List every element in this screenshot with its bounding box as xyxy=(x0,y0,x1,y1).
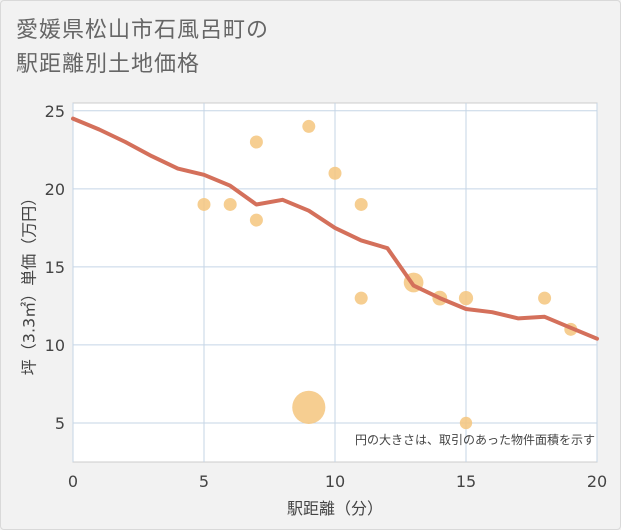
title-line-1: 愛媛県松山市石風呂町の xyxy=(16,18,270,43)
x-tick-label: 5 xyxy=(199,472,209,491)
data-point xyxy=(223,197,237,211)
x-tick-label: 20 xyxy=(587,472,607,491)
y-tick-label: 15 xyxy=(45,258,65,277)
data-point xyxy=(249,213,263,227)
y-tick-label: 5 xyxy=(55,414,65,433)
x-axis-title: 駅距離（分） xyxy=(287,499,383,518)
title-line-2: 駅距離別土地価格 xyxy=(16,52,201,77)
x-tick-label: 15 xyxy=(456,472,476,491)
data-point xyxy=(354,197,368,211)
size-note: 円の大きさは、取引のあった物件面積を示す xyxy=(355,432,595,447)
data-point xyxy=(538,291,552,305)
x-tick-labels: 0 5 10 15 20 xyxy=(68,472,607,491)
data-point xyxy=(302,119,316,133)
grid-lines xyxy=(72,103,598,462)
data-point xyxy=(459,416,473,430)
data-point xyxy=(292,390,326,424)
data-point xyxy=(328,166,342,180)
chart-title: 愛媛県松山市石風呂町の 駅距離別土地価格 xyxy=(16,14,269,82)
y-tick-label: 25 xyxy=(45,102,65,121)
x-tick-label: 10 xyxy=(325,472,345,491)
data-point xyxy=(249,135,263,149)
data-point xyxy=(197,197,211,211)
y-axis-title: 坪（3.3㎡）単価（万円） xyxy=(20,190,39,375)
x-tick-label: 0 xyxy=(68,472,78,491)
y-tick-labels: 5 10 15 20 25 xyxy=(45,102,65,433)
data-point xyxy=(458,290,474,306)
y-tick-label: 10 xyxy=(45,336,65,355)
y-tick-label: 20 xyxy=(45,180,65,199)
trend-line xyxy=(71,116,599,341)
data-point xyxy=(354,291,368,305)
